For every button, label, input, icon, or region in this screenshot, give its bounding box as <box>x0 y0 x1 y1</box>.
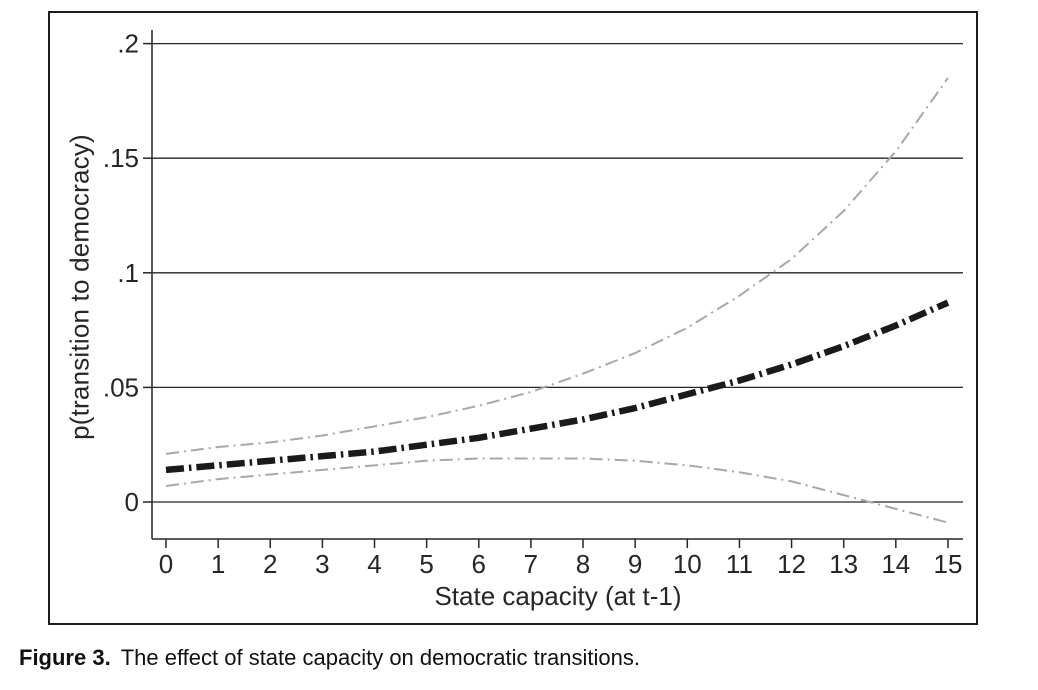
y-tick-label: .15 <box>103 143 139 173</box>
y-tick-label: .2 <box>117 29 139 59</box>
figure-caption: Figure 3. The effect of state capacity on… <box>19 645 640 671</box>
series-upper-95ci <box>165 77 949 455</box>
x-tick-label: 12 <box>777 549 806 579</box>
y-tick-label: 0 <box>125 487 139 517</box>
x-tick-label: 10 <box>673 549 702 579</box>
figure-border <box>48 11 978 625</box>
x-tick-label: 4 <box>367 549 381 579</box>
x-tick-label: 2 <box>263 549 277 579</box>
y-tick-label: .05 <box>103 372 139 402</box>
figure-caption-text: The effect of state capacity on democrat… <box>120 645 640 670</box>
x-tick-label: 1 <box>211 549 225 579</box>
series-point-estimate <box>165 299 950 474</box>
x-tick-label: 0 <box>159 549 173 579</box>
y-tick-label: .1 <box>117 258 139 288</box>
x-tick-label: 6 <box>472 549 486 579</box>
x-tick-label: 5 <box>419 549 433 579</box>
x-tick-label: 9 <box>628 549 642 579</box>
x-tick-label: 14 <box>881 549 910 579</box>
figure-caption-label: Figure 3. <box>19 645 111 670</box>
y-axis-label: p(transition to democracy) <box>64 134 95 440</box>
series-lower-95ci <box>165 457 949 524</box>
x-axis-label: State capacity (at t-1) <box>434 581 682 611</box>
x-tick-label: 13 <box>829 549 858 579</box>
x-tick-label: 3 <box>315 549 329 579</box>
x-tick-label: 15 <box>933 549 962 579</box>
x-tick-label: 7 <box>524 549 538 579</box>
x-tick-label: 11 <box>726 549 753 579</box>
x-tick-label: 8 <box>576 549 590 579</box>
